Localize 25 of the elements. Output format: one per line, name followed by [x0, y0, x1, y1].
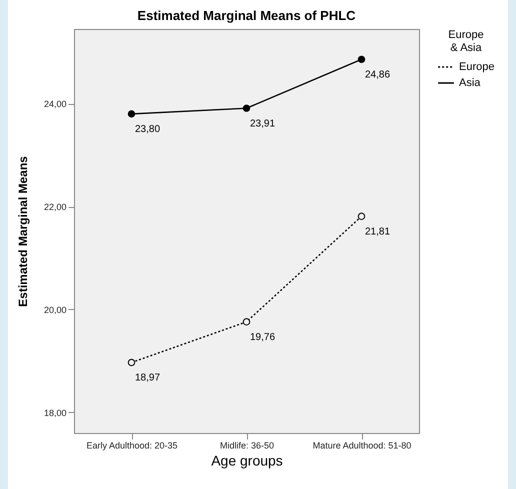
y-tick-label: 24,00	[44, 99, 66, 110]
legend-title: Europe & Asia	[448, 29, 484, 54]
y-tick-label: 22,00	[44, 202, 66, 212]
data-label: 19,76	[250, 332, 276, 343]
y-axis-title: Estimated Marginal Means	[16, 156, 30, 307]
data-label: 23,91	[250, 118, 276, 130]
point	[128, 358, 136, 366]
x-tick-label: Midlife: 36-50	[220, 440, 274, 450]
point	[128, 110, 136, 118]
point	[358, 212, 366, 220]
y-tick-label: 18,00	[44, 408, 66, 418]
x-tick-label: Early Adulthood: 20-35	[86, 440, 178, 450]
chart-title: Estimated Marginal Means of PHLC	[137, 8, 356, 23]
x-tick-label: Mature Adulthood: 51-80	[312, 440, 412, 450]
point	[358, 56, 366, 64]
legend-label: Europe	[459, 61, 494, 73]
legend-label: Asia	[459, 77, 482, 89]
data-label: 23,80	[134, 124, 160, 135]
x-axis-title: Age groups	[211, 452, 283, 468]
y-tick-label: 20,00	[44, 304, 66, 315]
data-label: 24,86	[364, 69, 390, 80]
point	[242, 104, 250, 112]
point	[242, 318, 250, 326]
data-label: 18,97	[134, 372, 160, 384]
data-label: 21,81	[364, 226, 390, 238]
